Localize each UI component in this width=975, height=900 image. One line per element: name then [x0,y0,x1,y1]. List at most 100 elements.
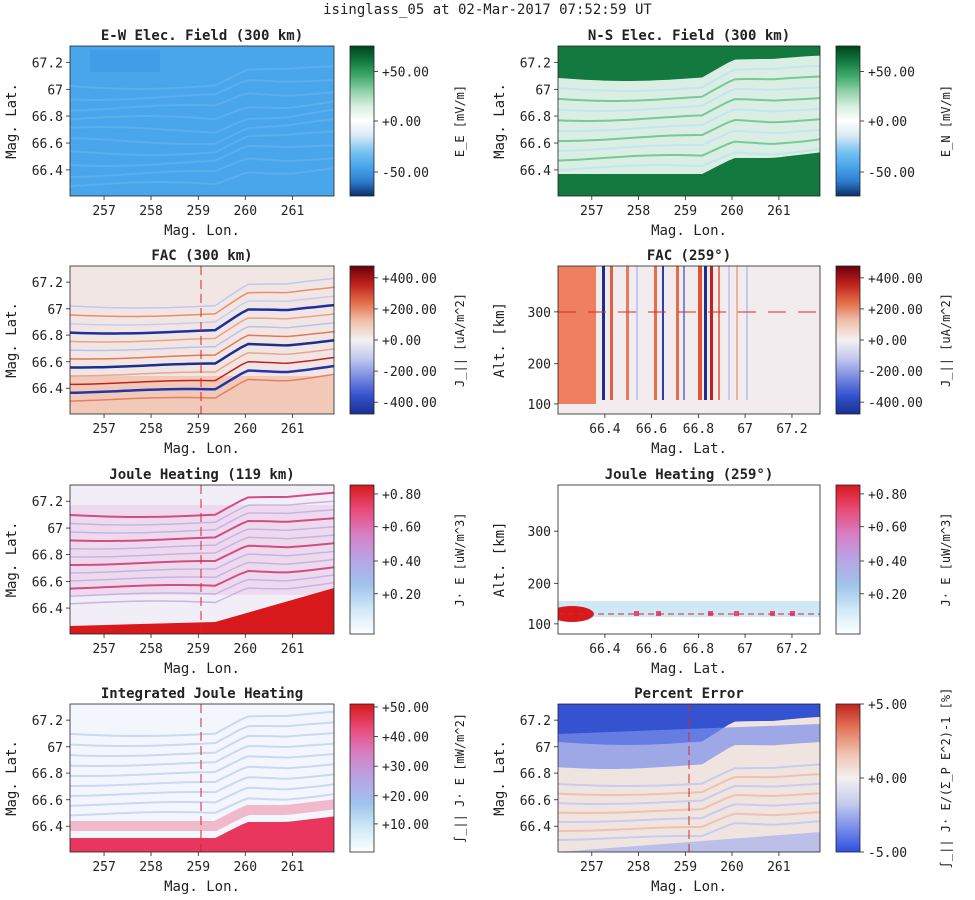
y-tick-label: 66.6 [32,356,63,371]
colorbar-label: J_|| [uA/m^2] [453,293,467,387]
x-tick-label: 257 [580,204,603,219]
x-tick-label: 67.2 [776,422,807,437]
colorbar-label: J· E [uW/m^3] [453,513,467,607]
x-tick-label: 66.4 [589,642,620,657]
colorbar-fac300: +400.00 +200.00 +0.00 -200.00 -400.00 J_|| [u… [349,265,467,415]
panel-jh119: Joule Heating (119 km) 257 258 259 260 261 Mag… [4,467,467,677]
axes-frame [557,484,821,635]
colorbar-fac259: +400.00 +200.00 +0.00 -200.00 -400.00 J_|| [u… [835,265,953,415]
panel-title: E-W Elec. Field (300 km) [101,28,303,44]
axes-frame [557,45,821,197]
colorbar-ew: +50.00 +0.00 -50.00 E_E [mV/m] [349,45,467,197]
x-tick-label: 260 [720,204,743,219]
colorbar-label: J_|| [uA/m^2] [939,293,953,387]
y-tick-label: 66.4 [520,164,551,179]
axes-frame [557,703,821,853]
y-tick-label: 66.4 [32,602,63,617]
y-tick-label: 66.6 [32,575,63,590]
x-tick-label: 258 [627,860,650,875]
x-tick-label: 257 [580,860,603,875]
y-tick-label: 66.8 [32,329,63,344]
colorbar-tick-label: +0.00 [868,334,907,349]
y-tick-label: 66.6 [32,794,63,809]
colorbar-tick-label: -400.00 [868,396,923,411]
colorbar-gradient [349,703,375,853]
x-tick-label: 257 [92,422,115,437]
x-tick-label: 258 [139,422,162,437]
x-tick-label: 261 [767,860,790,875]
y-tick-label: 67.2 [32,56,63,71]
x-tick-label: 259 [187,860,210,875]
x-axis-label: Mag. Lon. [164,661,240,677]
y-axis-label: Mag. Lat. [4,522,20,598]
panel-title: Integrated Joule Heating [101,686,303,702]
colorbar-gradient [349,45,375,197]
colorbar-tick-label: +0.40 [382,555,421,570]
y-tick-label: 66.8 [32,767,63,782]
y-axis-label: Mag. Lat. [492,83,508,159]
x-tick-label: 257 [92,860,115,875]
y-tick-label: 67.2 [32,714,63,729]
x-tick-label: 66.8 [683,642,714,657]
x-tick-label: 259 [674,204,697,219]
y-tick-label: 67 [535,83,551,98]
x-axis-label: Mag. Lon. [651,879,727,895]
x-tick-label: 259 [674,860,697,875]
y-tick-label: 67 [47,303,63,318]
y-tick-label: 67.2 [520,714,551,729]
colorbar-tick-label: +200.00 [382,303,437,318]
colorbar-tick-label: +40.00 [382,731,429,746]
y-tick-label: 100 [528,398,551,413]
colorbar-label: ∫_|| J· E [mW/m^2] [453,713,467,843]
x-tick-label: 261 [767,204,790,219]
colorbar-gradient [349,484,375,635]
axes-frame [69,45,335,197]
axes-frame [69,484,335,635]
y-tick-label: 66.4 [32,820,63,835]
y-tick-label: 66.6 [32,137,63,152]
colorbar-jh119: +0.80 +0.60 +0.40 +0.20 J· E [uW/m^3] [349,484,467,635]
colorbar-label: ∫_|| J· E/(Σ_P E^2)-1 [%] [939,688,953,869]
x-axis-label: Mag. Lat. [651,441,727,457]
colorbar-tick-label: +400.00 [868,272,923,287]
x-axis-label: Mag. Lon. [651,223,727,239]
colorbar-tick-label: -50.00 [868,166,915,181]
x-tick-label: 260 [234,642,257,657]
colorbar-ijh: +50.00 +40.00 +30.00 +20.00 +10.00 ∫_|| J· E … [349,701,467,853]
colorbar-tick-label: +0.00 [382,115,421,130]
y-tick-label: 66.8 [520,767,551,782]
y-tick-label: 66.8 [32,110,63,125]
y-tick-label: 200 [528,577,551,592]
colorbar-tick-label: -400.00 [382,396,437,411]
y-tick-label: 66.4 [32,382,63,397]
x-tick-label: 67.2 [776,642,807,657]
y-axis-label: Alt. [km] [492,522,508,598]
y-axis-label: Alt. [km] [492,302,508,378]
heatmap-ijh [70,704,334,852]
heatmap-fac259 [558,266,820,414]
colorbar-tick-label: -50.00 [382,166,429,181]
x-tick-label: 258 [627,204,650,219]
panel-title: FAC (300 km) [151,248,252,264]
colorbar-tick-label: +5.00 [868,698,907,713]
y-tick-label: 67 [47,83,63,98]
y-tick-label: 67.2 [32,495,63,510]
colorbar-tick-label: +0.20 [868,588,907,603]
colorbar-tick-label: +10.00 [382,818,429,833]
y-tick-label: 67.2 [520,56,551,71]
x-axis-label: Mag. Lat. [651,661,727,677]
y-tick-label: 66.6 [520,137,551,152]
x-tick-label: 260 [234,422,257,437]
x-tick-label: 260 [234,860,257,875]
colorbar-tick-label: +0.80 [868,488,907,503]
y-tick-label: 66.4 [520,820,551,835]
x-axis-label: Mag. Lon. [164,223,240,239]
x-tick-label: 258 [139,860,162,875]
colorbar-perr: +5.00 +0.00 -5.00 ∫_|| J· E/(Σ_P E^2)-1 [%] [835,688,953,869]
x-tick-label: 66.6 [636,422,667,437]
heatmap-jh119 [70,485,334,634]
colorbar-tick-label: +0.20 [382,588,421,603]
colorbar-tick-label: +0.40 [868,555,907,570]
panel-ns: N-S Elec. Field (300 km) 257 258 259 260 261 M… [492,28,953,239]
